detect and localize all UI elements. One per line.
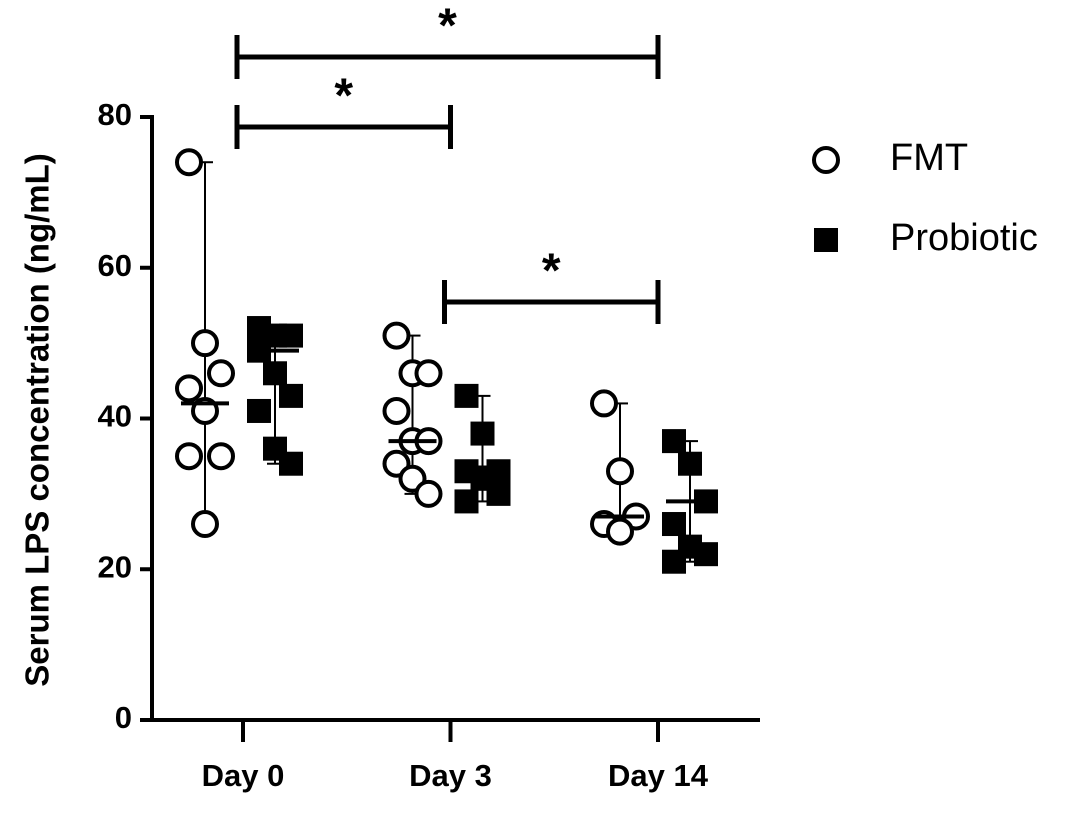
data-point bbox=[470, 421, 495, 446]
x-tick-label: Day 3 bbox=[409, 758, 492, 793]
y-tick-label: 0 bbox=[115, 700, 132, 735]
data-point bbox=[191, 510, 219, 539]
data-point bbox=[486, 481, 511, 506]
significance-bracket bbox=[234, 105, 453, 149]
legend-label: FMT bbox=[890, 137, 968, 179]
data-point bbox=[247, 398, 271, 423]
data-point bbox=[606, 517, 634, 546]
significance-bracket bbox=[442, 280, 661, 324]
data-point bbox=[279, 451, 303, 476]
significance-bracket bbox=[234, 35, 661, 79]
data-point bbox=[207, 442, 235, 471]
y-axis-title: Serum LPS concentration (ng/mL) bbox=[19, 153, 56, 687]
data-point bbox=[175, 374, 203, 403]
data-point bbox=[414, 479, 443, 508]
significance-label: * bbox=[334, 70, 353, 123]
data-point bbox=[382, 396, 411, 425]
significance-label: * bbox=[542, 245, 561, 298]
data-point bbox=[694, 542, 718, 567]
y-tick-label: 60 bbox=[98, 248, 132, 283]
data-point bbox=[175, 148, 203, 177]
data-point bbox=[606, 457, 634, 486]
data-point bbox=[207, 359, 235, 388]
data-point bbox=[191, 329, 219, 358]
y-tick-label: 40 bbox=[98, 399, 132, 434]
data-point bbox=[279, 323, 303, 348]
x-tick-label: Day 14 bbox=[608, 758, 709, 793]
data-point bbox=[454, 383, 479, 408]
data-point bbox=[279, 383, 303, 408]
data-point bbox=[812, 146, 840, 174]
legend-label: Probiotic bbox=[890, 217, 1038, 259]
x-tick-label: Day 0 bbox=[202, 758, 285, 793]
data-point bbox=[662, 549, 686, 574]
y-tick-label: 20 bbox=[98, 549, 132, 584]
data-point bbox=[414, 359, 443, 388]
data-point bbox=[454, 489, 479, 514]
data-point bbox=[814, 228, 838, 252]
y-tick-label: 80 bbox=[98, 97, 132, 132]
data-point bbox=[382, 321, 411, 350]
data-point bbox=[678, 451, 702, 476]
data-point bbox=[263, 361, 287, 386]
data-point bbox=[662, 512, 686, 537]
data-point bbox=[590, 389, 618, 418]
data-point bbox=[175, 442, 203, 471]
data-point bbox=[662, 429, 686, 454]
significance-label: * bbox=[438, 0, 457, 53]
